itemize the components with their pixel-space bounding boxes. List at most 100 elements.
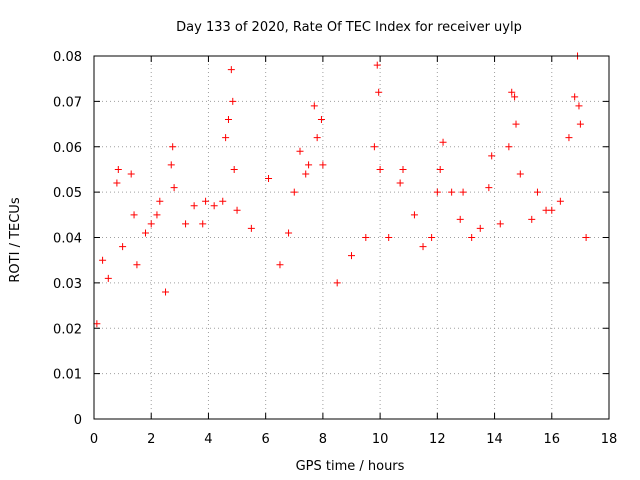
y-tick-label: 0.01 xyxy=(53,368,82,383)
x-tick-label: 6 xyxy=(262,432,270,447)
data-point xyxy=(511,93,519,101)
data-point xyxy=(222,134,230,142)
data-point xyxy=(313,134,321,142)
data-point xyxy=(399,165,407,173)
data-point xyxy=(210,202,218,210)
data-point xyxy=(485,184,493,192)
data-point xyxy=(317,116,325,124)
x-tick-label: 4 xyxy=(204,432,212,447)
data-point xyxy=(133,261,141,269)
data-point xyxy=(227,66,235,74)
y-tick-label: 0.04 xyxy=(53,232,82,247)
data-point xyxy=(459,188,467,196)
data-point xyxy=(512,120,520,128)
data-point xyxy=(229,97,237,105)
data-point xyxy=(548,206,556,214)
y-tick-label: 0.03 xyxy=(53,277,82,292)
data-point xyxy=(516,170,524,178)
x-tick-label: 12 xyxy=(429,432,446,447)
y-tick-label: 0.05 xyxy=(53,186,82,201)
data-point xyxy=(104,274,112,282)
data-point xyxy=(190,202,198,210)
data-point xyxy=(582,234,590,241)
y-axis-label: ROTI / TECUs xyxy=(8,197,23,282)
y-tick-label: 0.02 xyxy=(53,322,82,337)
data-point xyxy=(93,320,101,328)
data-point xyxy=(142,229,149,237)
data-point xyxy=(348,252,355,260)
data-point xyxy=(319,161,327,169)
data-point xyxy=(147,220,155,228)
data-point xyxy=(127,170,135,178)
data-point xyxy=(565,134,573,142)
data-point xyxy=(571,93,579,101)
y-axis-ticks: 0 0.01 0.02 0.03 0.04 0.05 0.06 0.07 0.08 xyxy=(53,50,609,428)
data-point xyxy=(199,220,207,228)
data-point xyxy=(202,197,210,205)
data-point xyxy=(376,165,384,173)
x-tick-label: 0 xyxy=(90,432,98,447)
data-point xyxy=(373,61,381,69)
data-point xyxy=(396,179,404,187)
y-tick-label: 0.06 xyxy=(53,141,82,156)
data-point xyxy=(456,215,464,223)
x-tick-label: 2 xyxy=(147,432,155,447)
data-point xyxy=(496,220,504,228)
data-point xyxy=(439,138,447,146)
data-point xyxy=(476,224,484,232)
data-point xyxy=(162,288,170,296)
data-point xyxy=(247,224,255,232)
data-point xyxy=(167,161,175,169)
data-point xyxy=(290,188,298,196)
data-point xyxy=(310,102,318,110)
data-point xyxy=(130,211,138,219)
data-point xyxy=(576,120,584,128)
y-tick-label: 0 xyxy=(74,413,82,428)
data-point xyxy=(219,197,227,205)
x-axis-ticks: 0 2 4 6 8 10 12 14 16 18 xyxy=(90,56,617,447)
data-point xyxy=(119,243,127,251)
data-point xyxy=(302,170,310,178)
data-point xyxy=(333,279,341,287)
data-point xyxy=(296,147,304,155)
data-point xyxy=(433,188,441,196)
x-tick-label: 18 xyxy=(601,432,618,447)
data-point xyxy=(276,261,284,269)
data-point xyxy=(375,88,383,96)
data-point xyxy=(169,143,177,151)
data-point xyxy=(508,88,516,96)
x-tick-label: 10 xyxy=(372,432,389,447)
data-point xyxy=(556,197,564,205)
data-point xyxy=(114,165,122,173)
data-point xyxy=(285,229,293,237)
y-tick-label: 0.07 xyxy=(53,95,82,110)
data-point xyxy=(533,188,541,196)
data-points xyxy=(93,52,590,328)
data-point xyxy=(362,234,370,241)
data-point xyxy=(528,215,536,223)
data-point xyxy=(419,243,427,251)
data-point xyxy=(468,234,476,241)
x-tick-label: 16 xyxy=(544,432,561,447)
data-point xyxy=(385,234,393,241)
data-point xyxy=(182,220,190,228)
y-tick-label: 0.08 xyxy=(53,50,82,65)
data-point xyxy=(436,165,444,173)
grid-lines xyxy=(94,56,609,419)
data-point xyxy=(153,211,161,219)
x-tick-label: 8 xyxy=(319,432,327,447)
data-point xyxy=(410,211,418,219)
x-axis-label: GPS time / hours xyxy=(296,459,405,474)
data-point xyxy=(305,161,313,169)
data-point xyxy=(575,102,583,110)
data-point xyxy=(99,256,107,264)
data-point xyxy=(448,188,456,196)
data-point xyxy=(113,179,121,187)
data-point xyxy=(156,197,164,205)
data-point xyxy=(265,175,273,183)
chart-title: Day 133 of 2020, Rate Of TEC Index for r… xyxy=(176,20,522,35)
x-tick-label: 14 xyxy=(486,432,503,447)
data-point xyxy=(230,165,238,173)
